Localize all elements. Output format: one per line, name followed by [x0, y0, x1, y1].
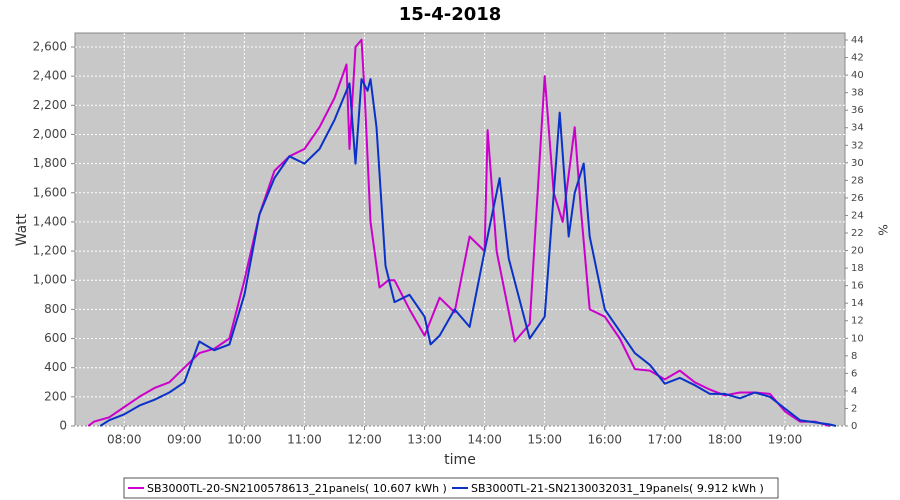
y2-tick-label: 10 [851, 333, 864, 344]
y2-tick-label: 32 [851, 140, 864, 151]
y-tick-label: 800 [44, 302, 67, 316]
x-tick-label: 13:00 [407, 433, 442, 447]
x-tick-label: 12:00 [347, 433, 382, 447]
y2-tick-label: 28 [851, 175, 864, 186]
y2-tick-label: 44 [851, 35, 864, 46]
x-tick-label: 10:00 [227, 433, 262, 447]
y2-tick-label: 6 [851, 368, 857, 379]
y-tick-label: 600 [44, 331, 67, 345]
y-tick-label: 1,600 [33, 185, 67, 199]
x-tick-label: 11:00 [287, 433, 322, 447]
y2-tick-label: 34 [851, 123, 864, 134]
y-tick-label: 1,200 [33, 244, 67, 258]
y-tick-label: 2,000 [33, 127, 67, 141]
y-tick-label: 200 [44, 389, 67, 403]
y2-axis-label: % [876, 224, 890, 235]
legend [123, 477, 779, 499]
y-axis-label: Watt [14, 213, 30, 246]
plot-area [74, 32, 846, 427]
legend-label: SB3000TL-21-SN2130032031_19panels( 9.912… [471, 482, 764, 495]
y2-tick-label: 20 [851, 246, 864, 257]
series-line [99, 78, 837, 427]
y2-tick-label: 4 [851, 386, 857, 397]
y2-tick-label: 14 [851, 298, 864, 309]
y2-tick-label: 16 [851, 281, 864, 292]
y2-tick-label: 22 [851, 228, 864, 239]
y-tick-label: 2,200 [33, 98, 67, 112]
x-tick-label: 18:00 [708, 433, 743, 447]
y-tick-label: 400 [44, 360, 67, 374]
y-tick-label: 1,800 [33, 156, 67, 170]
y2-tick-label: 42 [851, 53, 864, 64]
y2-tick-label: 38 [851, 88, 864, 99]
x-tick-label: 19:00 [768, 433, 803, 447]
x-tick-label: 17:00 [648, 433, 683, 447]
y-tick-label: 1,400 [33, 214, 67, 228]
y2-tick-label: 36 [851, 105, 864, 116]
y-tick-label: 2,400 [33, 69, 67, 83]
x-tick-label: 14:00 [467, 433, 502, 447]
y2-tick-label: 26 [851, 193, 864, 204]
y2-tick-label: 18 [851, 263, 864, 274]
series-line [87, 38, 831, 427]
legend-label: SB3000TL-20-SN2100578613_21panels( 10.60… [147, 482, 447, 495]
x-tick-label: 16:00 [587, 433, 622, 447]
y2-tick-label: 30 [851, 158, 864, 169]
x-tick-label: 09:00 [167, 433, 202, 447]
y2-tick-label: 8 [851, 351, 857, 362]
y2-tick-label: 0 [851, 421, 857, 432]
y2-tick-label: 40 [851, 70, 864, 81]
y-tick-label: 1,000 [33, 273, 67, 287]
chart-title: 15-4-2018 [399, 4, 502, 25]
y2-tick-label: 24 [851, 210, 864, 221]
x-tick-label: 15:00 [527, 433, 562, 447]
x-tick-label: 08:00 [107, 433, 142, 447]
x-axis-label: time [444, 452, 476, 468]
y-tick-label: 0 [59, 419, 67, 433]
y2-tick-label: 2 [851, 403, 857, 414]
y2-tick-label: 12 [851, 316, 864, 327]
y-tick-label: 2,600 [33, 39, 67, 53]
